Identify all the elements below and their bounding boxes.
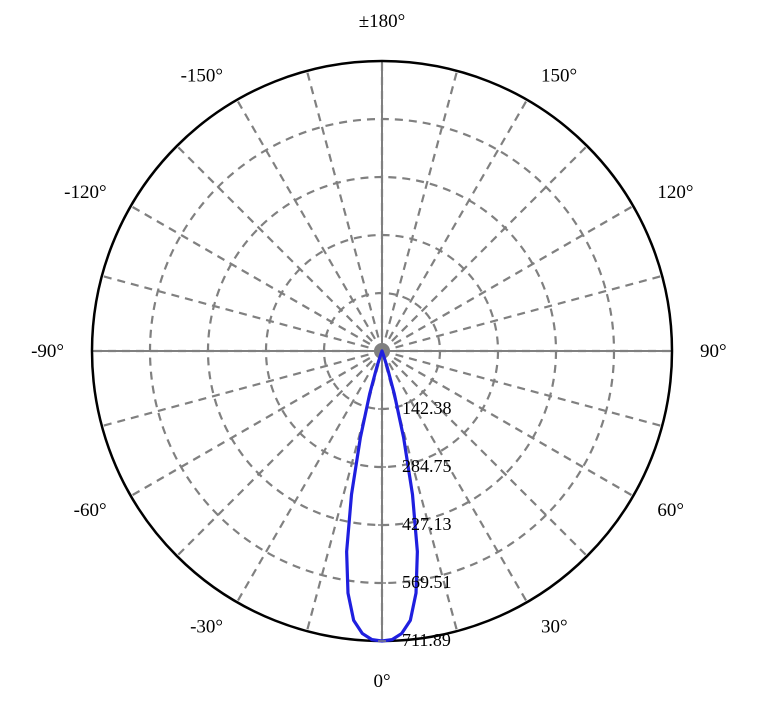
angle-label: -120° [64, 182, 106, 203]
angle-label: 0° [373, 671, 390, 692]
angle-label: 150° [541, 66, 577, 87]
angle-label: 30° [541, 616, 568, 637]
angle-label: 90° [700, 341, 727, 362]
angle-label: ±180° [359, 11, 406, 32]
radial-label: 284.75 [402, 456, 452, 476]
polar-chart: 142.38 284.75 427.13 569.51 711.89 0° 30° 60° 90… [0, 0, 765, 703]
radial-label: 427.13 [402, 514, 452, 534]
radial-label: 569.51 [402, 572, 452, 592]
angle-label: -30° [190, 616, 223, 637]
angle-label: -150° [181, 66, 223, 87]
angle-label: 120° [657, 182, 693, 203]
angle-label: -90° [31, 341, 64, 362]
angle-label: 60° [657, 500, 684, 521]
radial-label: 142.38 [402, 398, 452, 418]
angle-label: -60° [74, 500, 107, 521]
radial-label: 711.89 [402, 630, 451, 650]
